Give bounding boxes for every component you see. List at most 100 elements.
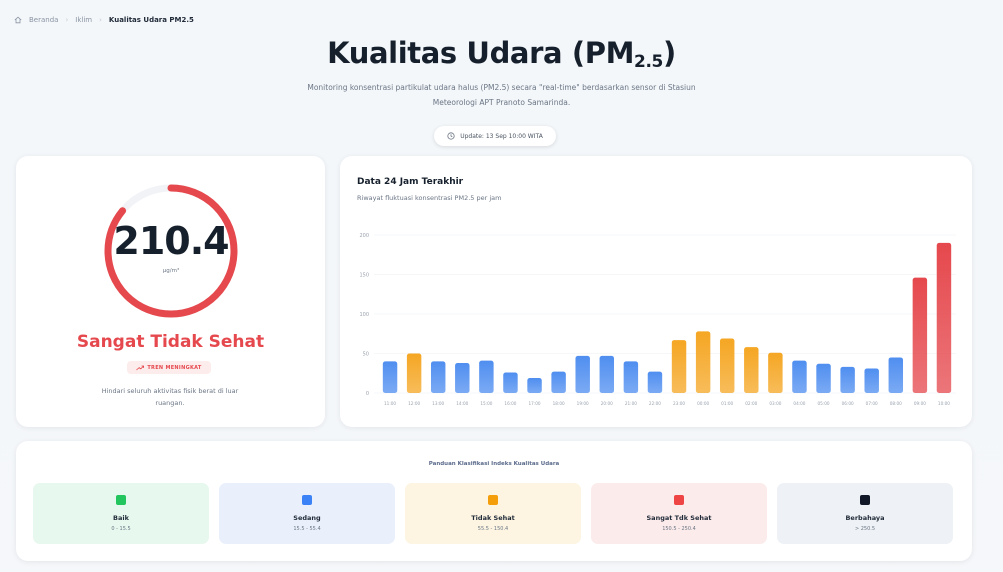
x-tick-label: 14:00 <box>456 401 468 406</box>
chart-bar <box>599 355 615 393</box>
chart-bar <box>816 363 831 393</box>
x-tick-label: 18:00 <box>553 401 565 406</box>
chart-bar <box>864 368 879 393</box>
pm25-unit: µg/m³ <box>162 268 180 274</box>
x-tick-label: 16:00 <box>504 401 516 406</box>
x-tick-label: 20:00 <box>601 401 613 406</box>
page-title-main: Kualitas Udara (PM <box>327 36 635 70</box>
classification-item: Sangat Tdk Sehat 150.5 - 250.4 <box>591 483 767 544</box>
x-tick-label: 11:00 <box>384 401 396 406</box>
classification-item: Sedang 15.5 - 55.4 <box>219 483 395 544</box>
y-tick-label: 0 <box>366 391 369 397</box>
chart-bar <box>768 352 783 393</box>
y-tick-label: 150 <box>359 273 369 279</box>
update-timestamp: Update: 13 Sep 10:00 WITA <box>460 132 543 140</box>
x-tick-label: 13:00 <box>432 401 444 406</box>
x-tick-label: 07:00 <box>866 401 878 406</box>
chart-title: Data 24 Jam Terakhir <box>357 177 464 187</box>
chart-bar <box>479 360 494 393</box>
update-pill: Update: 13 Sep 10:00 WITA <box>434 126 556 146</box>
chart-bar <box>840 366 855 393</box>
x-tick-label: 02:00 <box>745 401 757 406</box>
health-advice: Hindari seluruh aktivitas fisik berat di… <box>101 387 239 407</box>
chart-bar <box>382 361 398 393</box>
breadcrumb-separator: › <box>65 16 69 24</box>
x-tick-label: 22:00 <box>649 401 661 406</box>
chart-bar <box>912 277 928 393</box>
classification-name: Sangat Tdk Sehat <box>646 514 712 522</box>
chart-bar <box>936 242 952 393</box>
classification-color-swatch <box>302 495 312 505</box>
x-tick-label: 08:00 <box>890 401 902 406</box>
chart-subtitle: Riwayat fluktuasi konsentrasi PM2.5 per … <box>357 194 502 202</box>
pm25-value: 210.4 <box>113 219 229 263</box>
chart-bar <box>888 357 904 393</box>
breadcrumb-current: Kualitas Udara PM2.5 <box>108 16 194 24</box>
x-tick-label: 03:00 <box>769 401 781 406</box>
x-tick-label: 06:00 <box>842 401 854 406</box>
breadcrumb-separator: › <box>99 16 102 24</box>
chart-bar <box>527 377 542 393</box>
y-tick-label: 200 <box>359 233 369 239</box>
y-tick-label: 50 <box>363 352 369 358</box>
home-icon <box>14 16 22 24</box>
classification-range: 150.5 - 250.4 <box>662 526 696 532</box>
breadcrumb-section-link[interactable]: Iklim <box>75 16 93 24</box>
chart-bar <box>503 372 518 393</box>
classification-range: 0 - 15.5 <box>111 526 131 532</box>
classification-name: Baik <box>113 514 129 522</box>
chart-bar <box>719 338 735 393</box>
x-tick-label: 01:00 <box>721 401 733 406</box>
chart-bar <box>430 361 446 393</box>
classification-item: Baik 0 - 15.5 <box>33 483 209 544</box>
aqi-gauge <box>104 184 238 318</box>
x-tick-label: 09:00 <box>914 401 926 406</box>
chart-bar <box>551 371 566 393</box>
chart-bar <box>647 371 663 393</box>
chart-bar <box>623 361 639 393</box>
clock-icon <box>447 132 455 140</box>
chart-bar <box>744 347 759 393</box>
classification-range: > 250.5 <box>854 526 876 532</box>
x-tick-label: 04:00 <box>793 401 805 406</box>
classification-color-swatch <box>860 495 870 505</box>
x-tick-label: 19:00 <box>577 401 589 406</box>
page-title-subscript: 2.5 <box>634 52 663 72</box>
x-tick-label: 21:00 <box>625 401 637 406</box>
aqi-gauge-arc <box>104 184 238 318</box>
chart-bar <box>406 353 422 393</box>
breadcrumb-home-link[interactable]: Beranda <box>29 16 59 24</box>
chart-bar <box>671 340 687 393</box>
page-title-close: ) <box>662 36 676 70</box>
pm25-24h-bar-chart: 200 150 100 50 0 11:00 12:00 13:00 14:00 15:00 16:… <box>359 233 956 406</box>
classification-name: Berbahaya <box>845 514 885 522</box>
x-tick-label: 15:00 <box>480 401 492 406</box>
classification-range: 15.5 - 55.4 <box>293 526 321 532</box>
x-tick-label: 17:00 <box>529 401 541 406</box>
classification-color-swatch <box>116 495 126 505</box>
aqi-status-label: Sangat Tidak Sehat <box>76 332 265 352</box>
chart-bar <box>792 360 807 393</box>
chart-bar <box>575 355 590 393</box>
classification-title: Panduan Klasifikasi Indeks Kualitas Udar… <box>428 461 560 467</box>
x-tick-label: 05:00 <box>818 401 830 406</box>
breadcrumb: Beranda › Iklim › Kualitas Udara PM2.5 <box>14 16 194 24</box>
x-tick-label: 23:00 <box>673 401 685 406</box>
classification-color-swatch <box>674 495 684 505</box>
page-subtitle: Monitoring konsentrasi partikulat udara … <box>307 83 696 107</box>
classification-color-swatch <box>488 495 498 505</box>
classification-name: Tidak Sehat <box>471 514 515 522</box>
page-title: Kualitas Udara (PM2.5) <box>0 36 1003 72</box>
chart-bar <box>455 362 470 393</box>
classification-item: Tidak Sehat 55.5 - 150.4 <box>405 483 581 544</box>
x-tick-label: 00:00 <box>697 401 709 406</box>
y-tick-label: 100 <box>359 312 369 318</box>
x-tick-label: 10:00 <box>938 401 950 406</box>
chart-bar <box>695 331 711 393</box>
classification-name: Sedang <box>293 514 321 522</box>
trend-up-icon <box>136 365 145 370</box>
trend-label: TREN MENINGKAT <box>147 364 202 371</box>
x-tick-label: 12:00 <box>408 401 420 406</box>
trend-badge: TREN MENINGKAT <box>127 361 211 374</box>
classification-range: 55.5 - 150.4 <box>477 526 509 532</box>
